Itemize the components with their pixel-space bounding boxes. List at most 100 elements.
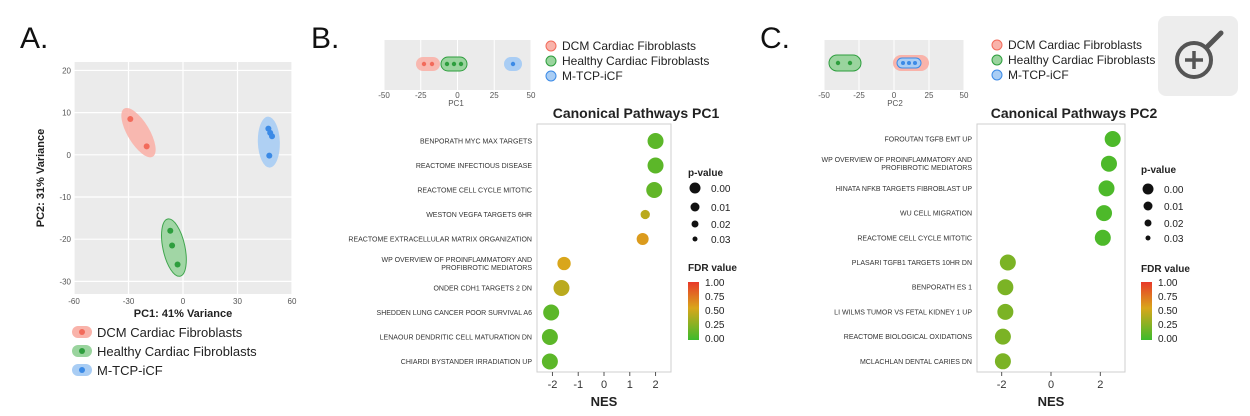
pathway-label: ONDER CDH1 TARGETS 2 DN [433,286,532,293]
pathway-dot [1104,131,1121,147]
pvalue-key-b-dot [691,220,699,228]
fdr-key-b-tick: 1.00 [705,278,725,289]
y-tick-label: 20 [62,66,71,75]
fdr-key-c-tick: 0.00 [1158,334,1178,345]
mini-c-point [835,60,841,66]
mini-x-tick: -25 [415,91,427,100]
pvalue-key-b-label: 0.03 [711,235,731,246]
pvalue-key-c-title: p-value [1141,165,1176,176]
panel-a-x-axis-title: PC1: 41% Variance [134,308,232,320]
pathway-dot [994,328,1011,345]
nes-tick-label: -2 [548,379,558,391]
nes-tick-label: 1 [627,379,633,391]
pvalue-key-b-dot [689,182,701,194]
mini-x-tick: 25 [490,91,499,100]
fdr-key-c-title: FDR value [1141,264,1190,275]
legend-c-swatch-healthy [991,54,1003,66]
nes-tick-label: -1 [573,379,583,391]
pvalue-key-c-label: 0.02 [1164,219,1184,230]
pathway-label: REACTOME CELL CYCLE MITOTIC [417,188,532,195]
nes-tick-label: 0 [601,379,607,391]
panel-a-x-ticks: -60 -30 0 30 60 [68,297,297,306]
y-tick-label: -20 [59,235,71,244]
pathway-label: HINATA NFKB TARGETS FIBROBLAST UP [836,186,973,193]
mini-b-point [451,61,457,67]
mini-b-ellipse-dcm [416,57,440,71]
panel-b-fdr-key: FDR value 1.00 0.75 0.50 0.25 0.00 [688,263,737,345]
pathway-dot [997,303,1014,320]
mini-x-tick: -25 [853,91,865,100]
panel-b-legend: DCM Cardiac Fibroblasts Healthy Cardiac … [545,39,709,83]
pathway-dot [1096,205,1113,222]
mini-c-point [907,61,911,65]
pathway-dot [557,256,571,271]
mini-b-point [444,61,450,67]
panel-c-fdr-key: FDR value 1.00 0.75 0.50 0.25 0.00 [1141,264,1190,345]
panel-c-dots [994,131,1121,370]
fdr-key-c-tick: 1.00 [1158,278,1178,289]
x-tick-label: -60 [68,297,80,306]
pathway-label: LENAOUR DENDRITIC CELL MATURATION DN [380,335,532,342]
panel-b-dots [541,133,664,370]
zoom-in-button[interactable] [1158,16,1238,96]
pathway-label: MCLACHLAN DENTAL CARIES DN [860,359,972,366]
panel-c-letter: C. [760,22,790,55]
panel-c-mini-pca: -50 -25 0 25 50 PC2 [818,40,969,108]
pathway-dot [541,353,558,370]
pathway-dot [1098,180,1115,197]
legend-b-swatch-mtcp [545,70,557,82]
pca-point [127,115,134,122]
pathway-label: REACTOME INFECTIOUS DISEASE [416,163,532,170]
pathway-dot [994,353,1011,370]
x-tick-label: 60 [288,297,297,306]
panel-c-chart-title: Canonical Pathways PC2 [991,105,1158,121]
nes-tick-label: 2 [652,379,658,391]
fdr-key-c-tick: 0.25 [1158,320,1178,331]
mini-x-tick: -50 [378,91,390,100]
fdr-key-b-colorbar [688,282,699,340]
mini-x-tick: 0 [455,91,460,100]
pathway-label: REACTOME BIOLOGICAL OXIDATIONS [844,334,973,341]
pvalue-key-c-dot [1145,235,1151,241]
mini-x-tick: 25 [925,91,934,100]
panel-a-y-ticks: 20 10 0 -10 -20 -30 [59,66,71,286]
panel-c-pathway-labels: FOROUTAN TGFB EMT UP WP OVERVIEW OF PROIN… [821,137,972,366]
x-tick-label: -30 [123,297,135,306]
pathway-label: BENPORATH MYC MAX TARGETS [420,139,532,146]
fdr-key-b-tick: 0.50 [705,306,725,317]
pathway-label: LI WILMS TUMOR VS FETAL KIDNEY 1 UP [834,309,972,316]
mini-b-point [429,61,435,67]
pathway-label: WP OVERVIEW OF PROINFLAMMATORY AND PROFIB… [381,257,532,272]
fdr-key-c-colorbar [1141,282,1152,340]
pathway-label: CHIARDI BYSTANDER IRRADIATION UP [401,359,533,366]
pathway-dot [543,304,560,321]
panel-b-pathway-labels: BENPORATH MYC MAX TARGETS REACTOME INFECT… [348,139,532,367]
panel-b-mini-pca: -50 -25 0 25 50 PC1 [378,40,536,108]
panel-b-chart-title: Canonical Pathways PC1 [553,105,720,121]
legend-c-swatch-dcm [991,39,1003,51]
fdr-key-c-tick: 0.75 [1158,292,1178,303]
pathway-dot [999,254,1016,271]
pathway-label: WU CELL MIGRATION [900,211,972,218]
pvalue-key-c-label: 0.00 [1164,185,1184,196]
pathway-dot [553,280,570,296]
mini-b-point [510,61,516,67]
panel-a-legend: DCM Cardiac Fibroblasts Healthy Cardiac … [72,325,257,378]
pathway-label: FOROUTAN TGFB EMT UP [884,137,972,144]
pvalue-key-c-dot [1142,183,1154,195]
pvalue-key-b-dot [690,202,700,212]
panel-a-points [127,115,276,268]
panel-c-nes-ticks: -2 0 2 [997,372,1103,391]
pathway-dot [640,209,650,220]
pca-point [269,133,276,140]
pathway-label: REACTOME CELL CYCLE MITOTIC [857,235,972,242]
y-tick-label: 0 [67,151,72,160]
pathway-label: SHEDDEN LUNG CANCER POOR SURVIVAL A6 [377,310,533,317]
group-ellipse [257,116,280,168]
y-tick-label: 10 [62,109,71,118]
pca-point [169,242,176,249]
pathway-label: BENPORATH ES 1 [912,285,972,292]
legend-b-label-healthy: Healthy Cardiac Fibroblasts [562,54,709,68]
